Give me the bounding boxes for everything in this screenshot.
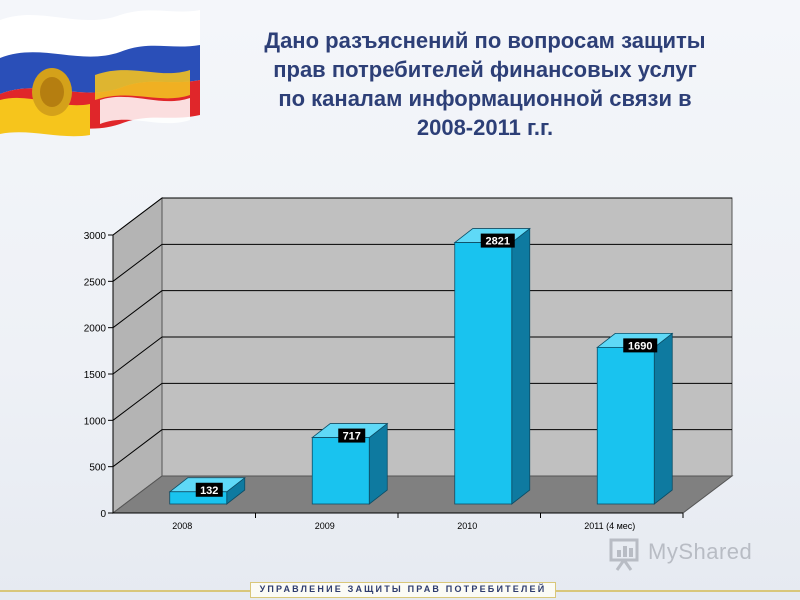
- footer-divider-left: [0, 590, 250, 592]
- y-tick-label: 1500: [84, 370, 107, 381]
- data-label: 132: [200, 485, 218, 497]
- y-tick-label: 0: [100, 509, 106, 520]
- data-label: 1690: [628, 340, 652, 352]
- gridline: [112, 197, 732, 236]
- footer-divider-right: [556, 590, 800, 592]
- y-tick-label: 3000: [84, 231, 107, 242]
- gridline: [112, 336, 732, 375]
- presentation-board-icon: [609, 538, 639, 571]
- data-label: 2821: [486, 236, 510, 248]
- bar: [311, 437, 370, 505]
- y-tick-label: 2000: [84, 324, 107, 335]
- y-tick-label: 1000: [84, 416, 107, 427]
- data-label-box: [480, 233, 515, 248]
- bar: [454, 242, 513, 505]
- myshared-logo: [608, 536, 768, 572]
- bar: [596, 346, 655, 505]
- x-category-label: 2008: [172, 521, 192, 531]
- gridline: [112, 290, 732, 329]
- x-category-label: 2011 (4 мес): [584, 521, 635, 531]
- data-label-box: [338, 428, 366, 443]
- footer-banner: УПРАВЛЕНИЕ ЗАЩИТЫ ПРАВ ПОТРЕБИТЕЛЕЙ: [250, 582, 556, 598]
- x-category-label: 2009: [315, 521, 335, 531]
- bar-side: [653, 332, 673, 505]
- gridline: [112, 429, 732, 468]
- title-line-2: прав потребителей финансовых услуг: [273, 57, 697, 82]
- data-label-box: [195, 482, 223, 497]
- y-tick-label: 500: [89, 463, 106, 474]
- title-line-3: по каналам информационной связи в: [278, 86, 692, 111]
- bar-side: [511, 227, 531, 505]
- gridline: [112, 243, 732, 282]
- y-tick-label: 2500: [84, 277, 107, 288]
- title-line-4: 2008-2011 г.г.: [416, 115, 554, 140]
- watermark-text: MyShared: [648, 539, 753, 564]
- gridline: [112, 382, 732, 421]
- data-label-box: [623, 338, 658, 353]
- russian-flag-emblem: [0, 10, 200, 137]
- footer-text: УПРАВЛЕНИЕ ЗАЩИТЫ ПРАВ ПОТРЕБИТЕЛЕЙ: [259, 584, 547, 594]
- data-label: 717: [343, 431, 361, 443]
- page-title: Дано разъяснений по вопросам защиты прав…: [205, 26, 765, 142]
- title-line-1: Дано разъяснений по вопросам защиты: [264, 28, 706, 53]
- x-category-label: 2010: [457, 521, 477, 531]
